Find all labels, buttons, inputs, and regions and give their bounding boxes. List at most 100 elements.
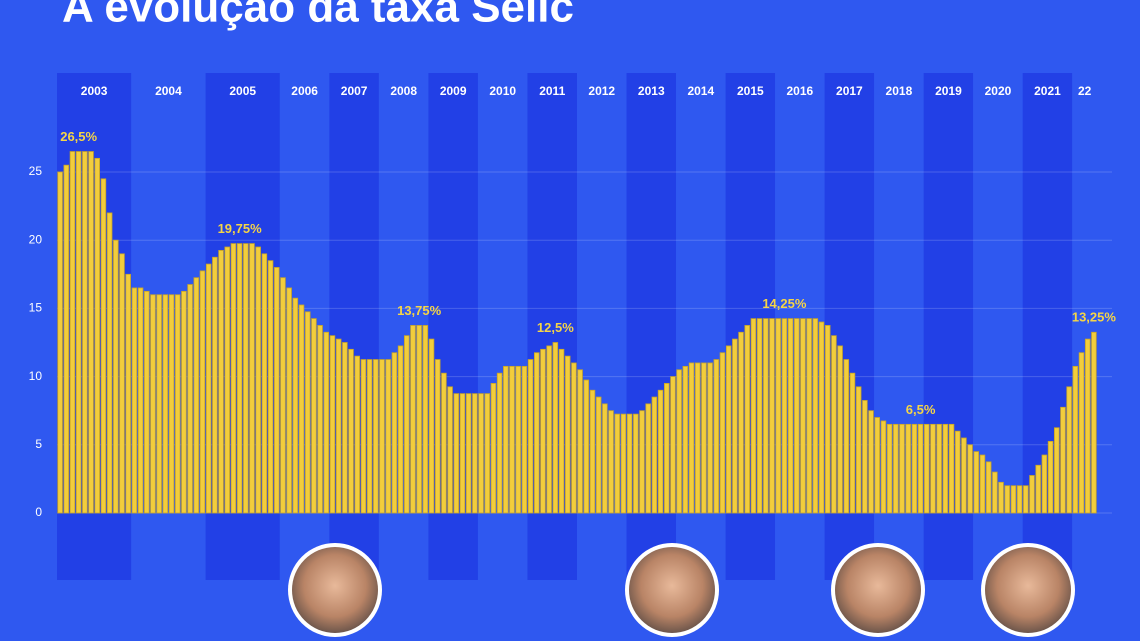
year-band [57,73,132,580]
bar [564,355,571,514]
bar [168,294,175,514]
bar [150,294,156,514]
bar [534,352,540,514]
bar [961,437,967,514]
bar [205,263,212,514]
bar [546,345,552,514]
bar [243,243,249,514]
bar [162,294,169,514]
bar [391,352,398,514]
x-tick-label: 2011 [539,84,565,98]
bar [329,335,336,514]
bar [1029,475,1035,514]
bar [94,157,100,514]
bar [571,362,577,514]
bar [893,423,899,514]
bar [812,318,819,514]
bar [868,410,874,514]
bar [1072,365,1079,514]
bar [335,338,342,514]
y-tick-label: 20 [29,232,43,246]
bar [552,342,559,514]
x-tick-label: 2017 [836,84,863,98]
bar [880,420,887,514]
bar [509,365,515,514]
bar [441,372,447,514]
bar [230,243,237,514]
bar [781,318,788,514]
x-tick-label: 2008 [390,84,417,98]
bar [88,151,94,514]
bar [645,403,651,514]
bar [410,325,416,514]
bar [404,335,410,514]
bar [664,383,670,514]
bar [985,461,992,514]
bar [707,362,713,514]
bar [527,359,534,514]
x-tick-label: 2015 [737,84,764,98]
bar [862,400,868,514]
bar [181,290,187,514]
bar [719,352,726,514]
bar [69,151,76,514]
bar [855,386,862,514]
bar [824,325,831,514]
bar [447,386,453,514]
bar [818,321,825,514]
bar [323,331,330,514]
x-tick-label: 2007 [341,84,368,98]
bar [63,164,70,514]
bar [131,287,138,514]
labels: 2003 2004 2005 2006 2007 2008 2009 2010 2011 2012… [29,84,1117,519]
x-tick-label: 2019 [935,84,962,98]
bar [373,359,379,514]
bar [453,393,460,514]
bar [472,393,478,514]
portrait [981,543,1075,637]
bar [998,481,1004,514]
bar [1010,485,1017,514]
bar [1016,485,1023,514]
x-tick-label: 2010 [489,84,516,98]
bar [137,287,144,514]
bar [119,253,125,514]
x-tick-label: 2005 [229,84,256,98]
bar [682,365,689,514]
portrait [831,543,925,637]
value-label: 13,75% [397,303,442,318]
bar [496,372,503,514]
bar [187,284,193,514]
value-label: 14,25% [762,296,807,311]
bar [713,359,720,514]
bar [490,383,497,514]
bar [255,246,261,514]
value-label: 6,5% [906,402,936,417]
bar [540,348,546,514]
bar [1078,352,1085,514]
bar [794,318,800,514]
chart-title: A evolução da taxa Selic [62,0,574,32]
bar [1041,454,1048,514]
bar [1035,464,1041,514]
bar [354,355,360,514]
y-tick-label: 0 [35,505,42,519]
portraits [288,543,1075,637]
bar [360,359,367,514]
bar [979,454,986,514]
bar [286,287,292,514]
bar [503,365,509,514]
year-band [205,73,280,580]
bar [738,331,744,514]
bar [769,318,775,514]
bar [484,393,490,514]
x-tick-label: 2018 [886,84,913,98]
bar [608,410,614,514]
bar [967,444,973,514]
bar [212,256,218,514]
bar [701,362,707,514]
bar [837,345,843,514]
bar [366,359,373,514]
x-tick-label: 2020 [985,84,1012,98]
